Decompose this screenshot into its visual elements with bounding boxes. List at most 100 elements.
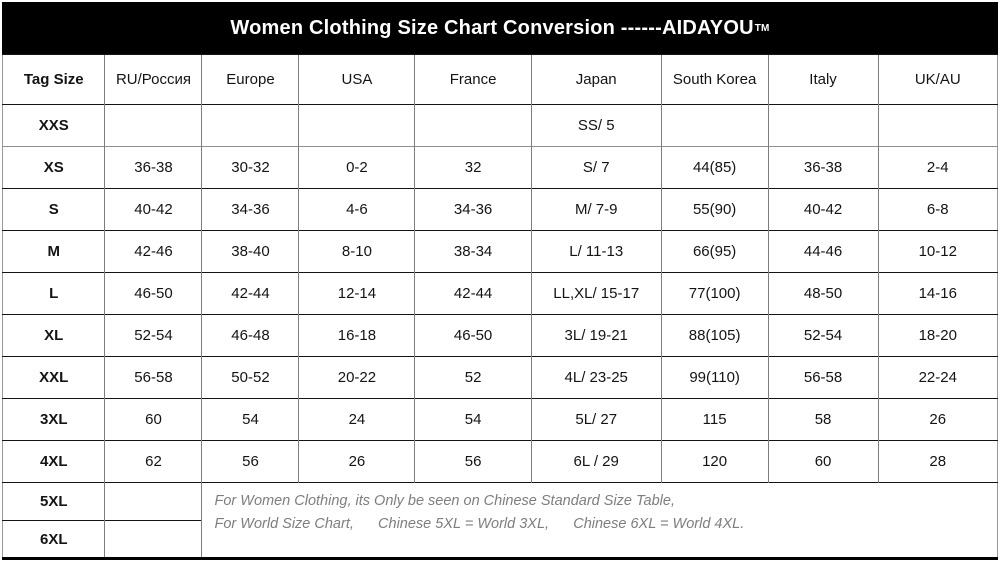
- size-cell: 24: [298, 398, 415, 441]
- size-cell: 32: [414, 146, 532, 189]
- size-cell: 26: [298, 440, 415, 483]
- size-cell: [877, 104, 998, 147]
- tag-size-label: 4XL: [2, 440, 105, 483]
- tag-size-label: S: [2, 188, 105, 231]
- tag-size-label: XS: [2, 146, 105, 189]
- size-cell: 38-40: [201, 230, 299, 273]
- size-cell: 20-22: [298, 356, 415, 399]
- size-cell: 36-38: [767, 146, 879, 189]
- size-cell: 56-58: [104, 356, 202, 399]
- column-header: UK/AU: [877, 54, 998, 105]
- size-cell: 46-50: [104, 272, 202, 315]
- size-cell: M/ 7-9: [530, 188, 662, 231]
- size-cell: 52: [414, 356, 532, 399]
- tag-size-label: XXS: [2, 104, 105, 147]
- column-header: Japan: [530, 54, 662, 105]
- table-row: XL 52-54 46-48 16-18 46-50 3L/ 19-21 88(105) 52…: [2, 314, 998, 357]
- size-cell: 66(95): [660, 230, 769, 273]
- size-cell: 2-4: [877, 146, 998, 189]
- tag-size-label: 6XL: [2, 520, 105, 559]
- size-cell: L/ 11-13: [530, 230, 662, 273]
- size-cell: 30-32: [201, 146, 299, 189]
- column-header: USA: [298, 54, 415, 105]
- size-cell: [104, 520, 202, 559]
- size-cell: 120: [660, 440, 769, 483]
- size-cell: 60: [104, 398, 202, 441]
- size-cell: 44-46: [767, 230, 879, 273]
- size-cell: 22-24: [877, 356, 998, 399]
- size-cell: 54: [414, 398, 532, 441]
- tag-size-label: XL: [2, 314, 105, 357]
- size-cell: 0-2: [298, 146, 415, 189]
- size-cell: 34-36: [201, 188, 299, 231]
- size-cell: 55(90): [660, 188, 769, 231]
- size-cell: [298, 104, 415, 147]
- size-cell: 28: [877, 440, 998, 483]
- size-cell: 44(85): [660, 146, 769, 189]
- size-cell: 50-52: [201, 356, 299, 399]
- size-cell: 8-10: [298, 230, 415, 273]
- size-cell: 56: [201, 440, 299, 483]
- header-row: Tag Size RU/Россия Europe USA France Japan Sou…: [2, 54, 998, 105]
- column-header: Europe: [201, 54, 299, 105]
- size-cell: LL,XL/ 15-17: [530, 272, 662, 315]
- note-line: For Women Clothing, its Only be seen on …: [214, 493, 675, 509]
- size-cell: 36-38: [104, 146, 202, 189]
- size-cell: 5L/ 27: [530, 398, 662, 441]
- chinese-size-note: For Women Clothing, its Only be seen on …: [201, 482, 998, 559]
- size-cell: 56-58: [767, 356, 879, 399]
- table-row: 3XL 60 54 24 54 5L/ 27 115 58 26: [2, 398, 998, 441]
- tag-size-label: XXL: [2, 356, 105, 399]
- size-cell: 46-48: [201, 314, 299, 357]
- size-cell: 99(110): [660, 356, 769, 399]
- size-cell: S/ 7: [530, 146, 662, 189]
- size-cell: 6L / 29: [530, 440, 662, 483]
- tag-size-label: 3XL: [2, 398, 105, 441]
- size-cell: 62: [104, 440, 202, 483]
- size-cell: 18-20: [877, 314, 998, 357]
- size-cell: SS/ 5: [530, 104, 662, 147]
- size-cell: 16-18: [298, 314, 415, 357]
- size-cell: 10-12: [877, 230, 998, 273]
- table-body: XXS SS/ 5 XS 36-38 30-32 0-2 32 S/ 7 44(85) 36-38…: [2, 104, 998, 559]
- size-cell: [660, 104, 769, 147]
- size-cell: [201, 104, 299, 147]
- table-row: 4XL 62 56 26 56 6L / 29 120 60 28: [2, 440, 998, 483]
- table-row: XXS SS/ 5: [2, 104, 998, 147]
- table-row: XXL 56-58 50-52 20-22 52 4L/ 23-25 99(110) 56-5…: [2, 356, 998, 399]
- size-cell: 52-54: [767, 314, 879, 357]
- size-cell: 6-8: [877, 188, 998, 231]
- table-row: 5XL For Women Clothing, its Only be seen …: [2, 482, 998, 559]
- tag-size-label: 5XL: [2, 482, 105, 521]
- size-cell: 42-44: [201, 272, 299, 315]
- chart-title-bar: Women Clothing Size Chart Conversion ---…: [2, 2, 998, 54]
- size-cell: 46-50: [414, 314, 532, 357]
- size-cell: 14-16: [877, 272, 998, 315]
- size-cell: 40-42: [104, 188, 202, 231]
- table-row: 6XL: [2, 520, 998, 559]
- size-cell: 12-14: [298, 272, 415, 315]
- table-row: XS 36-38 30-32 0-2 32 S/ 7 44(85) 36-38 2-4: [2, 146, 998, 189]
- table-header: Tag Size RU/Россия Europe USA France Japan Sou…: [2, 54, 998, 105]
- table-row: L 46-50 42-44 12-14 42-44 LL,XL/ 15-17 77(100)…: [2, 272, 998, 315]
- size-cell: 3L/ 19-21: [530, 314, 662, 357]
- column-header: South Korea: [660, 54, 769, 105]
- table-row: S 40-42 34-36 4-6 34-36 M/ 7-9 55(90) 40-42 6-8: [2, 188, 998, 231]
- size-cell: 48-50: [767, 272, 879, 315]
- tag-size-label: M: [2, 230, 105, 273]
- trademark-superscript: TM: [754, 22, 770, 34]
- size-cell: 4L/ 23-25: [530, 356, 662, 399]
- size-cell: [104, 482, 202, 521]
- column-header: Tag Size: [2, 54, 105, 105]
- size-cell: 77(100): [660, 272, 769, 315]
- size-cell: 42-44: [414, 272, 532, 315]
- column-header: France: [414, 54, 532, 105]
- note-line: For World Size Chart, Chinese 5XL = Worl…: [214, 516, 745, 532]
- size-table: Tag Size RU/Россия Europe USA France Japan Sou…: [2, 54, 998, 560]
- size-cell: 34-36: [414, 188, 532, 231]
- size-cell: [104, 104, 202, 147]
- size-cell: [767, 104, 879, 147]
- size-cell: 40-42: [767, 188, 879, 231]
- size-cell: 56: [414, 440, 532, 483]
